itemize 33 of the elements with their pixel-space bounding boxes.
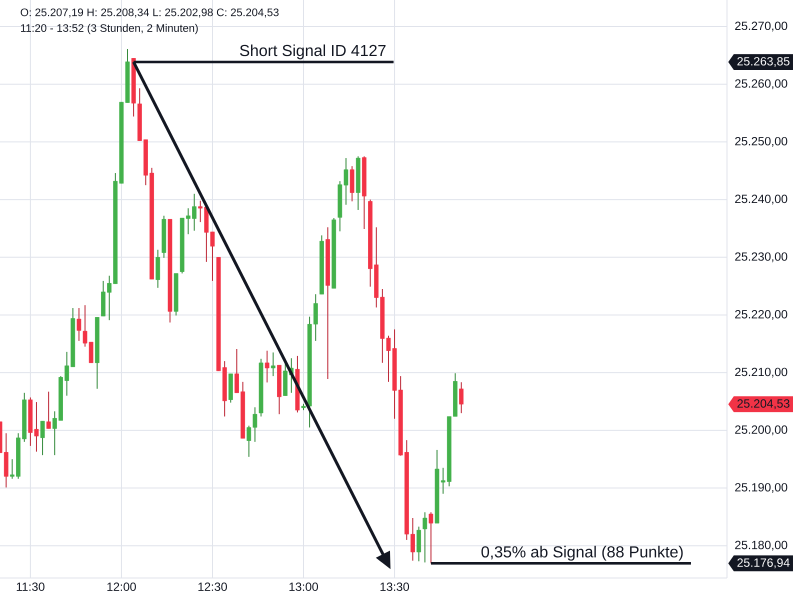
candlestick xyxy=(350,166,354,202)
candlestick xyxy=(270,352,276,377)
x-tick-label: 13:30 xyxy=(380,582,410,591)
y-tick-label: 25.263,85 xyxy=(737,57,790,67)
y-tick-label: 25.220,00 xyxy=(735,310,788,320)
text: O: 25.207,19 H: 25.208,34 L: 25.202,98 C: 25.204,53 xyxy=(20,8,279,18)
y-tick-label: 25.240,00 xyxy=(735,194,788,205)
ref-line-label: Short Signal ID 4127 xyxy=(240,44,386,60)
x-tick-label: 13:00 xyxy=(289,582,318,591)
y-tick-label: 25.180,00 xyxy=(735,540,788,551)
x-tick-label: 11:30 xyxy=(16,582,44,591)
candlestick xyxy=(416,526,422,562)
y-tick-label: 25.200,00 xyxy=(735,425,788,436)
y-tick-label: 25.210,00 xyxy=(735,368,788,378)
ref-line-label: 0,35% ab Signal (88 Punkte) xyxy=(481,546,683,561)
candlestick xyxy=(76,308,82,342)
x-tick-label: 12:00 xyxy=(107,582,136,591)
y-tick-label: 25.204,53 xyxy=(737,399,790,410)
text: 11:20 - 13:52 (3 Stunden, 2 Minuten) xyxy=(21,24,198,34)
y-tick-label: 25.176,94 xyxy=(737,558,790,568)
x-tick-label: 12:30 xyxy=(198,582,227,591)
candlestick xyxy=(46,391,51,430)
y-tick-label: 25.190,00 xyxy=(735,483,788,493)
y-tick-label: 25.260,00 xyxy=(735,79,788,90)
y-tick-label: 25.250,00 xyxy=(735,136,788,147)
candlestick xyxy=(459,382,464,414)
candlestick xyxy=(422,512,428,563)
candlestick xyxy=(40,420,45,456)
y-tick-label: 25.270,00 xyxy=(735,22,788,32)
y-tick-label: 25.230,00 xyxy=(735,252,788,262)
candlestick xyxy=(156,249,160,288)
candlestick xyxy=(428,512,434,564)
candlestick xyxy=(264,350,270,383)
